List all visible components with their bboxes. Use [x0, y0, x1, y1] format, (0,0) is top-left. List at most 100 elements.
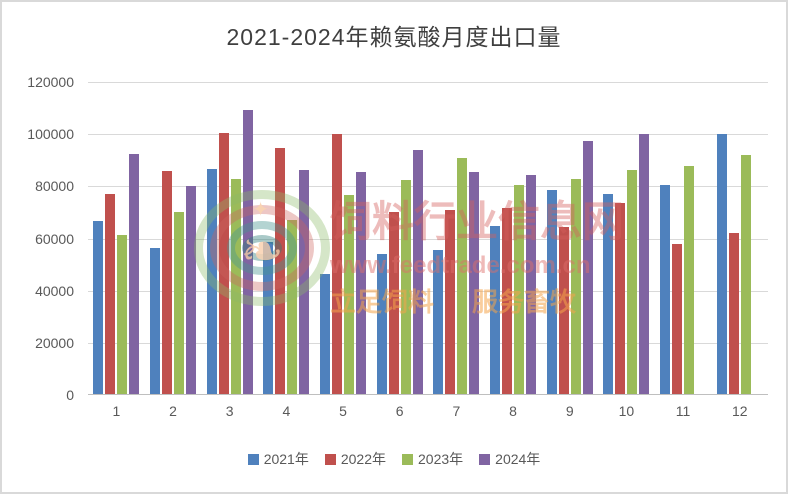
gridline — [88, 238, 768, 240]
legend-item-2024年: 2024年 — [479, 449, 540, 469]
legend-marker-icon — [247, 453, 259, 465]
gridline — [88, 186, 768, 188]
legend: 2021年 2022年 2023年 2024年 — [2, 449, 786, 469]
bar-group-month-2 — [145, 82, 202, 394]
bar-2022年-4 — [275, 148, 286, 394]
bar-2022年-2 — [162, 171, 172, 394]
bar-2024年-7 — [469, 172, 480, 394]
plot-area — [88, 82, 768, 395]
bar-2021年-4 — [263, 241, 274, 394]
x-tick-label: 5 — [339, 403, 347, 419]
bar-2021年-12 — [716, 134, 727, 394]
bar-group-month-10 — [598, 82, 655, 394]
bar-2023年-11 — [684, 166, 695, 394]
bar-2021年-11 — [660, 185, 671, 394]
bar-2024年-4 — [299, 169, 310, 394]
bar-2023年-9 — [570, 179, 581, 394]
gridline — [88, 342, 768, 344]
y-tick-label: 0 — [66, 387, 74, 403]
bar-group-month-4 — [258, 82, 315, 394]
bar-2024年-6 — [412, 149, 423, 394]
x-tick-label: 2 — [169, 403, 177, 419]
bar-2023年-5 — [344, 194, 355, 394]
y-tick-label: 60000 — [35, 230, 74, 247]
x-tick-label: 9 — [565, 403, 574, 419]
gridline — [88, 290, 768, 292]
bar-2024年-5 — [356, 171, 367, 394]
y-tick-label: 20000 — [35, 334, 74, 351]
bar-2022年-11 — [672, 244, 683, 394]
x-tick-label: 8 — [509, 403, 517, 419]
x-tick-label: 3 — [225, 403, 234, 419]
bar-2024年-1 — [129, 153, 140, 394]
bar-2021年-2 — [150, 247, 160, 394]
bar-2024年-10 — [639, 134, 650, 394]
bar-2021年-1 — [93, 220, 104, 394]
legend-item-2021年: 2021年 — [247, 449, 309, 469]
bar-2021年-8 — [490, 225, 501, 394]
bar-2023年-10 — [627, 169, 638, 394]
chart-title: 2021-2024年赖氨酸月度出口量 — [226, 24, 562, 50]
y-axis-labels: 120000 100000 80000 60000 40000 20000 0 — [2, 2, 80, 492]
bar-group-month-8 — [485, 82, 542, 394]
bar-2021年-7 — [433, 249, 444, 394]
bar-2021年-5 — [320, 273, 331, 394]
bar-2022年-6 — [388, 211, 399, 394]
bar-2023年-7 — [457, 158, 468, 394]
gridline — [88, 82, 768, 83]
bar-group-month-6 — [371, 82, 428, 394]
legend-marker-icon — [402, 453, 413, 465]
legend-label: 2023年 — [418, 451, 464, 467]
x-tick-label: 7 — [452, 403, 461, 419]
bar-2022年-10 — [615, 202, 626, 394]
bar-2023年-3 — [230, 179, 241, 394]
bar-2024年-9 — [582, 140, 593, 394]
bar-2023年-2 — [174, 212, 184, 394]
bar-2022年-12 — [728, 233, 739, 394]
bar-2021年-9 — [546, 190, 557, 394]
bar-group-month-9 — [541, 82, 598, 394]
x-tick-label: 12 — [731, 403, 748, 419]
bar-2022年-1 — [105, 193, 116, 394]
bar-2023年-4 — [287, 219, 298, 394]
x-tick-label: 6 — [395, 403, 404, 419]
legend-label: 2021年 — [263, 451, 309, 467]
bar-group-month-12 — [711, 82, 768, 394]
bar-2022年-7 — [445, 210, 456, 394]
bar-2023年-8 — [514, 184, 525, 394]
x-tick-label: 4 — [282, 403, 291, 419]
bar-group-month-1 — [88, 82, 145, 394]
y-tick-label: 100000 — [27, 126, 74, 143]
bar-groups — [88, 82, 768, 394]
y-tick-label: 80000 — [35, 178, 74, 195]
bar-2021年-3 — [206, 168, 217, 394]
legend-item-2023年: 2023年 — [402, 449, 463, 469]
x-axis-labels: 1 2 3 4 5 6 7 8 9 10 11 12 — [88, 403, 768, 419]
bar-2023年-12 — [740, 154, 751, 394]
bar-2024年-2 — [186, 186, 196, 394]
bar-2021年-6 — [376, 254, 387, 394]
bar-2024年-8 — [526, 175, 537, 394]
bar-2022年-3 — [218, 133, 229, 394]
legend-marker-icon — [324, 453, 336, 465]
bar-group-month-7 — [428, 82, 485, 394]
bar-group-month-5 — [315, 82, 372, 394]
bar-group-month-11 — [655, 82, 712, 394]
legend-label: 2024年 — [495, 451, 541, 467]
bar-2024年-3 — [242, 109, 253, 394]
bar-2022年-5 — [332, 133, 343, 394]
bar-2023年-6 — [400, 180, 411, 394]
x-tick-label: 1 — [112, 403, 121, 419]
x-tick-label: 11 — [675, 403, 691, 419]
bar-2022年-8 — [502, 207, 513, 394]
y-tick-label: 120000 — [27, 74, 74, 90]
legend-label: 2022年 — [340, 451, 386, 467]
bar-2022年-9 — [558, 227, 569, 394]
bar-group-month-3 — [201, 82, 258, 394]
bar-2023年-1 — [117, 234, 128, 394]
legend-item-2022年: 2022年 — [324, 449, 386, 469]
bar-2021年-10 — [603, 194, 614, 394]
y-tick-label: 40000 — [35, 282, 74, 299]
gridline — [88, 134, 768, 136]
